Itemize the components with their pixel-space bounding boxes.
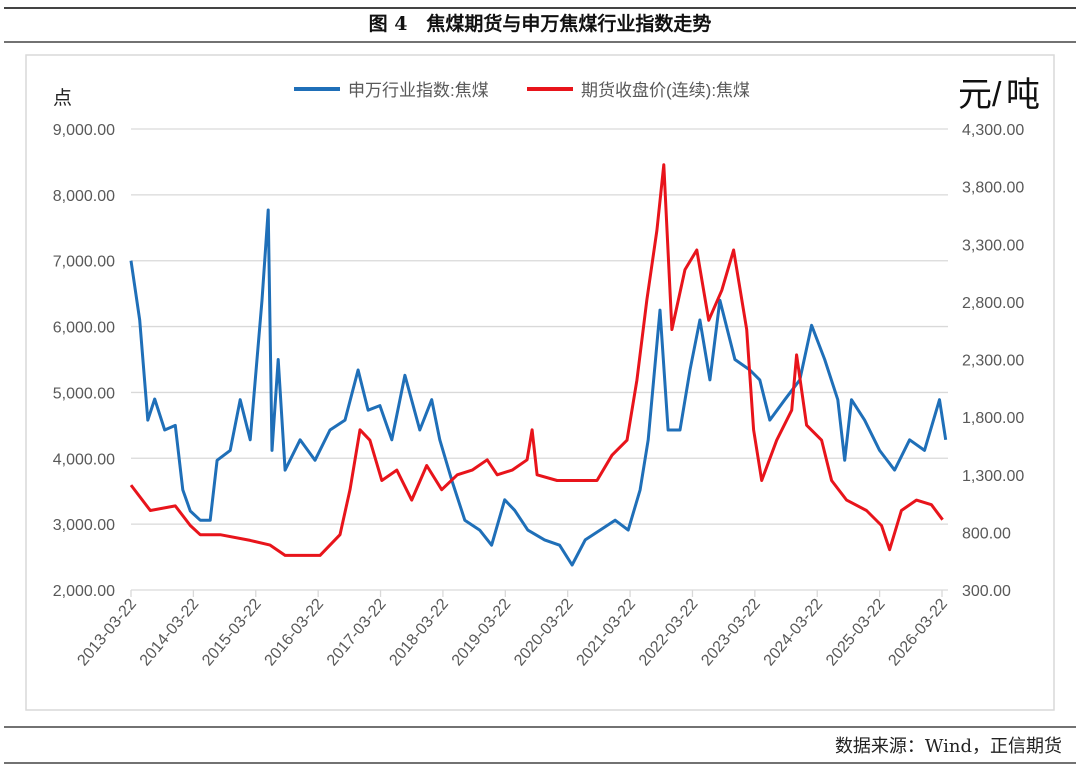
figure-title: 图 4 焦煤期货与申万焦煤行业指数走势 (369, 12, 712, 35)
left-tick-label: 8,000.00 (53, 188, 115, 205)
left-tick-label: 7,000.00 (53, 254, 115, 271)
legend-label-futures: 期货收盘价(连续):焦煤 (581, 81, 750, 100)
left-tick-label: 6,000.00 (53, 320, 115, 337)
right-tick-label: 3,300.00 (962, 237, 1024, 254)
right-tick-label: 2,300.00 (962, 353, 1024, 370)
chart-frame (25, 54, 1055, 711)
left-axis-unit: 点 (53, 87, 72, 109)
source-note: 数据来源：Wind，正信期货 (835, 736, 1062, 757)
right-tick-label: 3,800.00 (962, 180, 1024, 197)
right-tick-label: 2,800.00 (962, 295, 1024, 312)
legend-label-index: 申万行业指数:焦煤 (348, 81, 489, 100)
right-axis-unit-line2: 吨 (1006, 76, 1040, 114)
right-tick-label: 800.00 (962, 525, 1011, 542)
left-tick-label: 9,000.00 (53, 122, 115, 139)
right-tick-label: 1,300.00 (962, 468, 1024, 485)
left-tick-label: 4,000.00 (53, 451, 115, 468)
right-axis-unit-line1: 元/ (958, 76, 1002, 114)
right-tick-label: 1,800.00 (962, 410, 1024, 427)
right-tick-label: 4,300.00 (962, 122, 1024, 139)
legend: 申万行业指数:焦煤 期货收盘价(连续):焦煤 (294, 81, 750, 100)
left-tick-label: 2,000.00 (53, 583, 115, 600)
left-tick-label: 3,000.00 (53, 517, 115, 534)
right-tick-label: 300.00 (962, 583, 1011, 600)
series-line-futures (129, 163, 944, 557)
series-line-index (129, 208, 948, 567)
left-tick-label: 5,000.00 (53, 385, 115, 402)
